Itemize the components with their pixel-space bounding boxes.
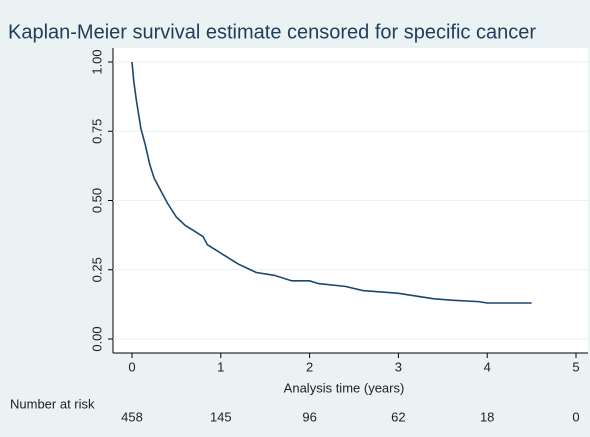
risk-count: 0 [572,409,579,424]
x-tick-label: 5 [572,359,579,374]
chart-title: Kaplan-Meier survival estimate censored … [8,21,536,43]
x-tick-label: 4 [484,359,491,374]
y-tick-label: 0.50 [89,188,104,213]
y-tick-label: 0.00 [89,326,104,351]
risk-count: 62 [391,409,405,424]
risk-count: 458 [121,409,143,424]
y-tick-label: 1.00 [89,49,104,74]
y-tick-label: 0.75 [89,119,104,144]
x-tick-label: 1 [217,359,224,374]
risk-count: 96 [302,409,316,424]
x-tick-label: 2 [306,359,313,374]
risk-count: 145 [210,409,232,424]
survival-curve [131,61,532,304]
x-tick-label: 3 [395,359,402,374]
x-tick-label: 0 [128,359,135,374]
x-axis-label: Analysis time (years) [284,380,405,395]
y-tick-label: 0.25 [89,257,104,282]
risk-count: 18 [480,409,494,424]
risk-table-label: Number at risk [10,396,95,411]
